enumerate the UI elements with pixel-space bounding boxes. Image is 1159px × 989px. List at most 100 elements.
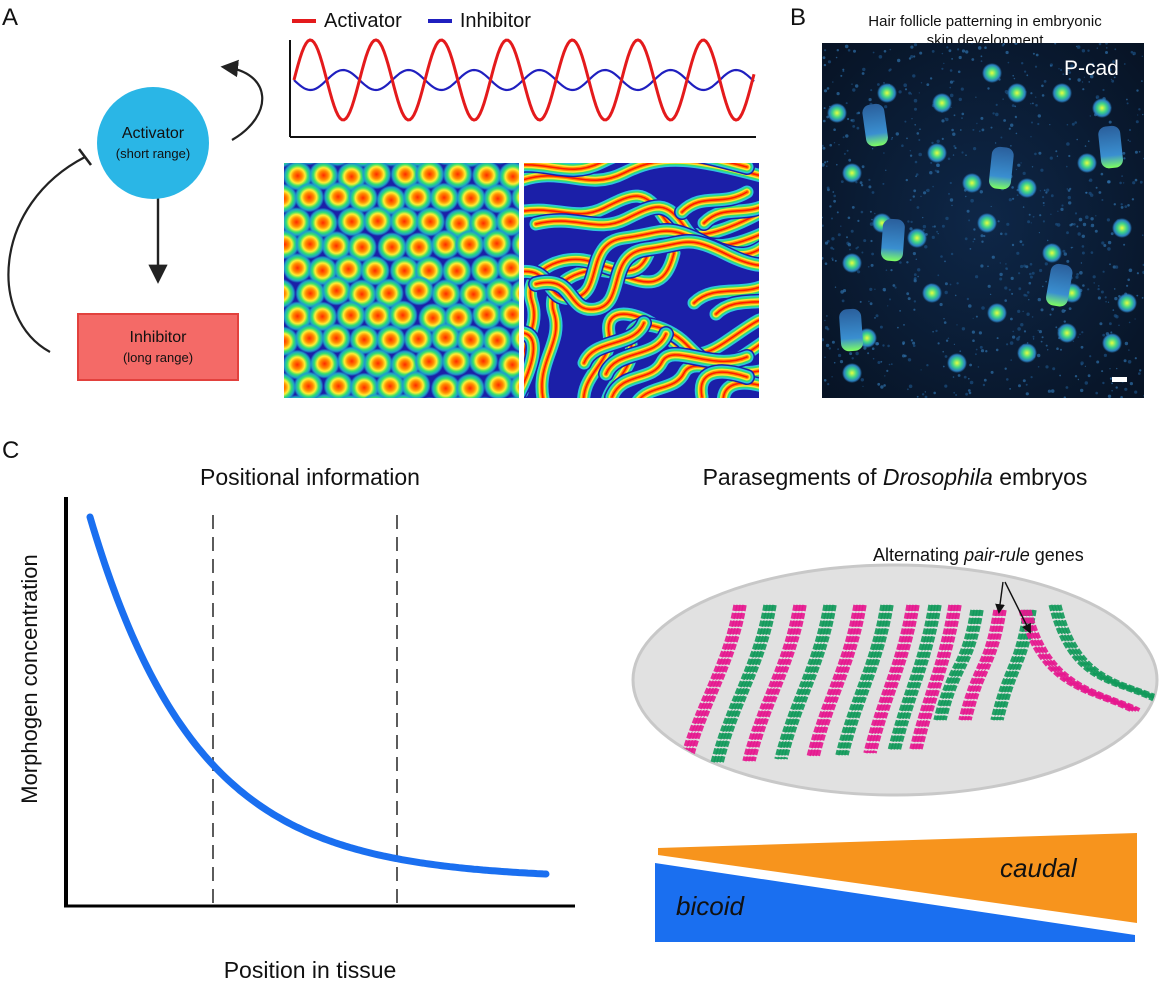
cell-dot bbox=[845, 102, 848, 105]
cell-dot bbox=[824, 49, 827, 52]
pair-rule-stripe bbox=[783, 604, 837, 760]
cell-dot bbox=[1021, 62, 1024, 65]
cell-dot bbox=[839, 360, 844, 364]
cell-dot bbox=[1066, 259, 1070, 263]
cell-dot bbox=[899, 310, 901, 312]
cell-dot bbox=[909, 150, 911, 152]
cell-dot bbox=[966, 297, 970, 301]
cell-dot bbox=[836, 49, 839, 52]
spot bbox=[511, 231, 519, 258]
pair-rule-stripe bbox=[716, 604, 774, 764]
cell-dot bbox=[1015, 132, 1018, 135]
pair-rule-stripe bbox=[751, 604, 807, 762]
cell-dot bbox=[1090, 251, 1094, 254]
cell-dot bbox=[1114, 296, 1118, 301]
cell-dot bbox=[954, 146, 957, 150]
cell-dot bbox=[924, 395, 928, 398]
cell-dot bbox=[948, 49, 952, 53]
cell-dot bbox=[1126, 102, 1129, 105]
spot bbox=[482, 183, 513, 214]
cell-dot bbox=[877, 361, 881, 364]
cell-dot bbox=[863, 239, 867, 243]
pair-rule-stripe bbox=[774, 604, 828, 760]
spot bbox=[284, 326, 299, 357]
cell-dot bbox=[1077, 378, 1080, 381]
cell-dot bbox=[1085, 215, 1089, 219]
cell-dot bbox=[1037, 122, 1040, 126]
cell-dot bbox=[915, 258, 917, 260]
cell-dot bbox=[1066, 123, 1069, 126]
cell-dot bbox=[1121, 175, 1123, 178]
cell-dot bbox=[1136, 272, 1139, 275]
cell-dot bbox=[980, 264, 984, 268]
cell-dot bbox=[913, 43, 918, 47]
cell-dot bbox=[1095, 391, 1098, 395]
cell-dot bbox=[880, 360, 883, 363]
cell-dot bbox=[1021, 243, 1025, 246]
positional-info-title: Positional information bbox=[200, 464, 420, 490]
cell-dot bbox=[1007, 61, 1010, 64]
cell-dot bbox=[1109, 322, 1112, 326]
cell-dot bbox=[947, 337, 950, 340]
cell-dot bbox=[952, 132, 956, 136]
cell-dot bbox=[852, 125, 856, 128]
cell-dot bbox=[965, 392, 968, 396]
cell-dot bbox=[908, 57, 912, 60]
stripe-band bbox=[535, 206, 759, 247]
cell-dot bbox=[825, 343, 830, 348]
cell-dot bbox=[1018, 272, 1021, 275]
morphogen-curve bbox=[86, 513, 550, 878]
cell-dot bbox=[920, 82, 923, 84]
cell-dot bbox=[981, 240, 984, 243]
cell-dot bbox=[1050, 65, 1052, 67]
cell-dot bbox=[1050, 194, 1054, 198]
spot bbox=[363, 348, 393, 379]
cell-dot bbox=[918, 92, 920, 94]
spot bbox=[423, 396, 437, 398]
cell-dot bbox=[1037, 297, 1041, 302]
cell-dot bbox=[841, 299, 845, 303]
cell-dot bbox=[1042, 196, 1045, 199]
cell-dot bbox=[1089, 115, 1091, 117]
cell-dot bbox=[972, 240, 975, 243]
cell-dot bbox=[1102, 270, 1105, 273]
cell-dot bbox=[870, 89, 873, 92]
cell-dot bbox=[1106, 218, 1110, 222]
cell-dot bbox=[1016, 337, 1020, 341]
cell-dot bbox=[1037, 329, 1039, 331]
cell-dot bbox=[963, 375, 967, 379]
pair-rule-stripe bbox=[1027, 609, 1141, 712]
cell-dot bbox=[1011, 104, 1015, 107]
cell-dot bbox=[1005, 263, 1007, 265]
cell-dot bbox=[980, 234, 984, 238]
pair-rule-stripe bbox=[958, 609, 998, 721]
cell-dot bbox=[1063, 320, 1066, 323]
cell-dot bbox=[939, 302, 943, 307]
cell-dot bbox=[1066, 188, 1068, 190]
pair-rule-stripe bbox=[812, 604, 864, 758]
cell-dot bbox=[1097, 287, 1100, 291]
cell-dot bbox=[1120, 206, 1124, 209]
cell-dot bbox=[1069, 187, 1072, 190]
pair-rule-stripe bbox=[893, 604, 939, 752]
cell-dot bbox=[1039, 190, 1042, 192]
cell-dot bbox=[961, 151, 964, 154]
spot bbox=[456, 183, 486, 214]
cell-dot bbox=[1142, 113, 1144, 116]
stripe-band bbox=[703, 206, 759, 224]
cell-dot bbox=[941, 67, 944, 70]
pair-rule-stripe bbox=[912, 604, 956, 750]
cell-dot bbox=[829, 143, 832, 147]
pair-rule-stripe bbox=[1057, 604, 1157, 702]
spot bbox=[441, 346, 472, 377]
cell-dot bbox=[847, 49, 851, 52]
cell-dot bbox=[1061, 204, 1064, 207]
cell-dot bbox=[952, 376, 955, 378]
cell-dot bbox=[1027, 220, 1031, 224]
spot bbox=[455, 373, 486, 398]
cell-dot bbox=[915, 173, 919, 176]
cell-dot bbox=[994, 142, 997, 144]
cell-dot bbox=[874, 212, 876, 215]
cell-dot bbox=[1060, 207, 1064, 211]
bicoid-label: bicoid bbox=[676, 891, 744, 921]
